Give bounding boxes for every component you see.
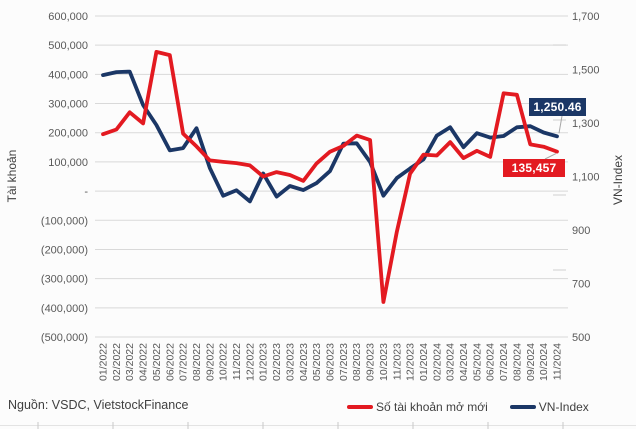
x-tick-label: 09/2024	[525, 343, 537, 381]
x-tick-label: 05/2022	[151, 343, 163, 381]
x-tick-label: 01/2024	[418, 343, 430, 381]
y-right-tick-label: 1,500	[572, 65, 600, 77]
accounts-callout-leader	[544, 153, 557, 160]
x-tick-label: 10/2023	[378, 343, 390, 381]
vnindex-line-icon	[509, 405, 536, 409]
x-tick-label: 04/2024	[458, 343, 470, 381]
x-tick-label: 09/2023	[365, 343, 377, 381]
x-tick-label: 03/2024	[445, 343, 457, 381]
x-tick-label: 11/2024	[552, 343, 564, 380]
vnindex-callout-leader	[558, 115, 563, 134]
y-left-tick-label: 600,000	[48, 11, 88, 23]
x-tick-label: 08/2023	[351, 343, 363, 381]
y-left-tick-label: 400,000	[48, 69, 88, 81]
y-right-tick-label: 700	[572, 279, 590, 291]
x-tick-label: 02/2024	[431, 343, 443, 381]
y-right-tick-label: 500	[572, 332, 590, 344]
legend-label-vnindex: VN-Index	[538, 400, 589, 414]
legend-item-accounts: Số tài khoản mở mới	[347, 400, 488, 414]
x-tick-label: 03/2022	[124, 343, 136, 381]
accounts-series-line	[101, 50, 559, 304]
x-tick-label: 01/2023	[258, 343, 270, 381]
chart-legend: Số tài khoản mở mới VN-Index	[347, 400, 589, 414]
x-tick-label: 01/2022	[98, 343, 110, 381]
x-tick-label: 06/2023	[325, 343, 337, 381]
y-right-tick-label: 1,300	[572, 118, 600, 130]
vnindex-last-value-callout: 1,250.46	[529, 98, 586, 116]
y-left-tick-label: 300,000	[48, 99, 88, 111]
y-left-tick-label: (300,000)	[41, 274, 88, 286]
y-right-tick-label: 900	[572, 225, 590, 237]
x-tick-label: 02/2023	[271, 343, 283, 381]
y-right-tick-label: 1,100	[572, 172, 600, 184]
x-tick-label: 07/2022	[178, 343, 190, 381]
y-left-tick-label: (100,000)	[41, 215, 88, 227]
x-tick-label: 03/2023	[284, 343, 296, 381]
x-tick-label: 12/2022	[244, 343, 256, 381]
y-left-tick-label: 200,000	[48, 128, 88, 140]
legend-item-vnindex: VN-Index	[509, 400, 589, 414]
y-left-tick-label: (400,000)	[41, 303, 88, 315]
x-tick-label: 08/2024	[511, 343, 523, 381]
x-tick-label: 12/2023	[405, 343, 417, 381]
accounts-line-icon	[347, 405, 373, 409]
y-left-tick-label: -	[84, 186, 88, 198]
source-note: Nguồn: VSDC, VietstockFinance	[8, 398, 189, 412]
x-tick-label: 04/2022	[138, 343, 150, 381]
y-left-tick-label: 100,000	[48, 157, 88, 169]
x-tick-label: 02/2022	[111, 343, 123, 381]
x-tick-label: 11/2022	[231, 343, 243, 380]
y-right-tick-label: 1,700	[572, 11, 600, 23]
x-tick-label: 07/2023	[338, 343, 350, 381]
x-tick-label: 07/2024	[498, 343, 510, 381]
x-tick-label: 11/2023	[391, 343, 403, 380]
legend-label-accounts: Số tài khoản mở mới	[376, 400, 488, 414]
vnindex-series-line	[101, 69, 559, 204]
right-axis-title: VN-Index	[611, 155, 625, 205]
x-tick-label: 08/2022	[191, 343, 203, 381]
x-tick-label: 06/2022	[164, 343, 176, 381]
accounts-last-value-callout: 135,457	[503, 159, 565, 177]
x-tick-label: 06/2024	[485, 343, 497, 381]
x-tick-label: 05/2024	[471, 343, 483, 381]
x-tick-label: 09/2022	[204, 343, 216, 381]
y-left-tick-label: (500,000)	[41, 332, 88, 344]
x-tick-label: 04/2023	[298, 343, 310, 381]
x-tick-label: 05/2023	[311, 343, 323, 381]
y-left-tick-label: 500,000	[48, 40, 88, 52]
x-tick-label: 10/2022	[218, 343, 230, 381]
left-axis-title: Tài khoản	[5, 150, 19, 203]
y-left-tick-label: (200,000)	[41, 244, 88, 256]
x-tick-label: 10/2024	[538, 343, 550, 381]
